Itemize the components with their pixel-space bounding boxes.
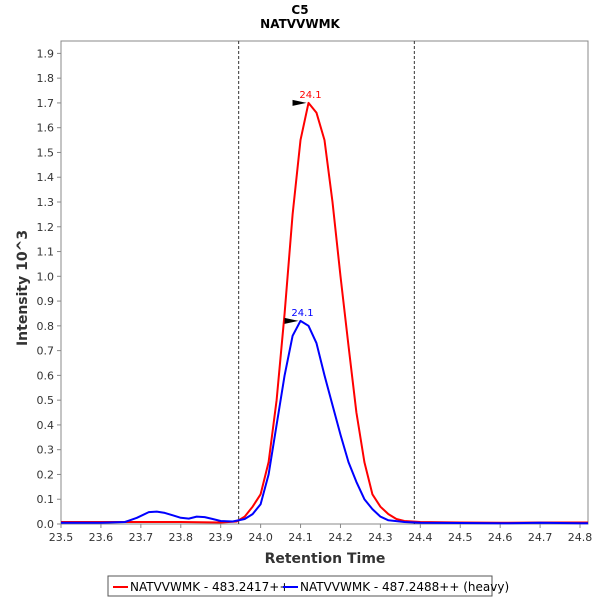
y-tick-label: 0.4 bbox=[37, 419, 55, 432]
x-tick-label: 23.5 bbox=[49, 531, 74, 544]
y-tick-label: 0.9 bbox=[37, 295, 55, 308]
y-tick-label: 1.3 bbox=[37, 196, 55, 209]
y-tick-label: 1.1 bbox=[37, 246, 55, 259]
x-tick-label: 24.1 bbox=[288, 531, 313, 544]
y-tick-label: 0.5 bbox=[37, 394, 55, 407]
legend-entry-light: NATVVWMK - 483.2417++ bbox=[130, 580, 289, 594]
y-tick-label: 1.7 bbox=[37, 97, 55, 110]
y-tick-label: 0.2 bbox=[37, 468, 55, 481]
x-tick-label: 24.8 bbox=[568, 531, 593, 544]
y-tick-label: 0.3 bbox=[37, 444, 55, 457]
chart-subtitle: NATVVWMK bbox=[260, 17, 340, 31]
x-tick-label: 24.0 bbox=[248, 531, 273, 544]
x-tick-label: 23.9 bbox=[208, 531, 233, 544]
x-tick-label: 23.7 bbox=[129, 531, 154, 544]
y-tick-label: 1.6 bbox=[37, 122, 55, 135]
legend-entry-heavy: NATVVWMK - 487.2488++ (heavy) bbox=[300, 580, 509, 594]
y-tick-label: 0.8 bbox=[37, 320, 55, 333]
x-tick-label: 24.2 bbox=[328, 531, 353, 544]
x-tick-label: 24.3 bbox=[368, 531, 393, 544]
x-tick-label: 24.6 bbox=[488, 531, 513, 544]
y-tick-label: 1.5 bbox=[37, 146, 55, 159]
x-tick-label: 24.7 bbox=[528, 531, 553, 544]
plot-frame bbox=[60, 40, 589, 525]
peak-marker-heavy bbox=[284, 317, 299, 324]
x-tick-label: 24.5 bbox=[448, 531, 473, 544]
y-tick-label: 0.7 bbox=[37, 345, 55, 358]
series-line-heavy bbox=[61, 319, 588, 525]
y-axis-title: Intensity 10^3 bbox=[15, 230, 31, 346]
legend: NATVVWMK - 483.2417++ NATVVWMK - 487.248… bbox=[107, 575, 509, 597]
legend-box bbox=[107, 575, 493, 597]
y-tick-label: 0.0 bbox=[37, 518, 55, 531]
x-tick-label: 23.6 bbox=[89, 531, 114, 544]
y-tick-label: 1.0 bbox=[37, 270, 55, 283]
plot-area: 0.0 0.1 0.2 0.3 0.4 0.5 0.6 0.7 0.8 0.9 1.0 1.1 1.2 1… bbox=[37, 40, 593, 544]
y-tick-label: 1.8 bbox=[37, 72, 55, 85]
chart-title: C5 bbox=[291, 3, 308, 17]
y-tick-label: 1.4 bbox=[37, 171, 55, 184]
peak-label-heavy: 24.1 bbox=[291, 308, 313, 319]
peak-marker-light bbox=[292, 99, 307, 106]
y-tick-label: 1.9 bbox=[37, 47, 55, 60]
y-tick-label: 0.1 bbox=[37, 493, 55, 506]
y-tick-label: 0.6 bbox=[37, 369, 55, 382]
x-tick-label: 24.4 bbox=[408, 531, 433, 544]
x-axis-title: Retention Time bbox=[265, 551, 386, 567]
x-tick-label: 23.8 bbox=[169, 531, 194, 544]
peak-label-light: 24.1 bbox=[299, 90, 321, 101]
y-tick-label: 1.2 bbox=[37, 221, 55, 234]
